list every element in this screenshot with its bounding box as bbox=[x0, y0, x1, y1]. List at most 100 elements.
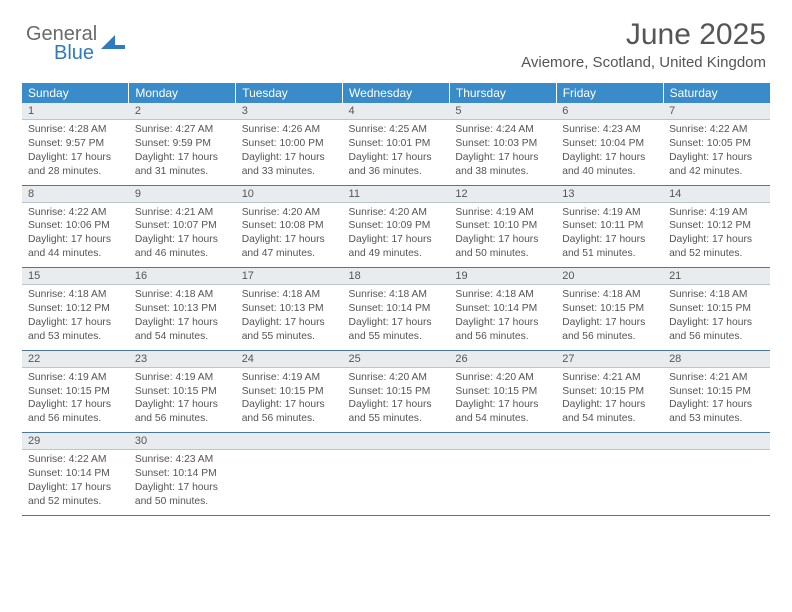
weekday-header: Monday bbox=[129, 83, 236, 103]
day-data-cell bbox=[236, 450, 343, 516]
day-number-row: 891011121314 bbox=[22, 185, 770, 202]
daylight-text: Daylight: 17 hours and 36 minutes. bbox=[349, 151, 444, 179]
day-data-cell: Sunrise: 4:20 AMSunset: 10:15 PMDaylight… bbox=[449, 367, 556, 433]
day-data-cell: Sunrise: 4:21 AMSunset: 10:15 PMDaylight… bbox=[556, 367, 663, 433]
day-number-row: 15161718192021 bbox=[22, 268, 770, 285]
sunset-text: Sunset: 10:10 PM bbox=[455, 219, 550, 233]
day-data-cell: Sunrise: 4:21 AMSunset: 10:15 PMDaylight… bbox=[663, 367, 770, 433]
sunrise-text: Sunrise: 4:22 AM bbox=[28, 206, 123, 220]
sunrise-text: Sunrise: 4:24 AM bbox=[455, 123, 550, 137]
day-data-cell: Sunrise: 4:25 AMSunset: 10:01 PMDaylight… bbox=[343, 120, 450, 186]
day-data-row: Sunrise: 4:28 AMSunset: 9:57 PMDaylight:… bbox=[22, 120, 770, 186]
daylight-text: Daylight: 17 hours and 44 minutes. bbox=[28, 233, 123, 261]
day-data-cell bbox=[663, 450, 770, 516]
day-number-cell: 16 bbox=[129, 268, 236, 285]
sunrise-text: Sunrise: 4:19 AM bbox=[562, 206, 657, 220]
sunrise-text: Sunrise: 4:18 AM bbox=[28, 288, 123, 302]
daylight-text: Daylight: 17 hours and 50 minutes. bbox=[135, 481, 230, 509]
weekday-header: Friday bbox=[556, 83, 663, 103]
day-number-row: 1234567 bbox=[22, 103, 770, 120]
day-data-cell: Sunrise: 4:22 AMSunset: 10:14 PMDaylight… bbox=[22, 450, 129, 516]
title-block: June 2025 Aviemore, Scotland, United Kin… bbox=[521, 18, 766, 71]
sunset-text: Sunset: 10:15 PM bbox=[242, 385, 337, 399]
sunrise-text: Sunrise: 4:21 AM bbox=[135, 206, 230, 220]
sunset-text: Sunset: 10:15 PM bbox=[28, 385, 123, 399]
day-number-cell: 4 bbox=[343, 103, 450, 120]
day-number-cell: 9 bbox=[129, 185, 236, 202]
daylight-text: Daylight: 17 hours and 33 minutes. bbox=[242, 151, 337, 179]
day-number-cell: 22 bbox=[22, 350, 129, 367]
daylight-text: Daylight: 17 hours and 54 minutes. bbox=[562, 398, 657, 426]
sunrise-text: Sunrise: 4:18 AM bbox=[669, 288, 764, 302]
day-number-cell: 7 bbox=[663, 103, 770, 120]
day-number-cell: 11 bbox=[343, 185, 450, 202]
sunset-text: Sunset: 10:07 PM bbox=[135, 219, 230, 233]
sunset-text: Sunset: 10:15 PM bbox=[562, 385, 657, 399]
sunrise-text: Sunrise: 4:20 AM bbox=[455, 371, 550, 385]
daylight-text: Daylight: 17 hours and 55 minutes. bbox=[349, 398, 444, 426]
sunrise-text: Sunrise: 4:20 AM bbox=[349, 371, 444, 385]
sunrise-text: Sunrise: 4:22 AM bbox=[669, 123, 764, 137]
day-number-cell: 25 bbox=[343, 350, 450, 367]
daylight-text: Daylight: 17 hours and 31 minutes. bbox=[135, 151, 230, 179]
brand-part2: Blue bbox=[54, 43, 97, 63]
sunset-text: Sunset: 9:59 PM bbox=[135, 137, 230, 151]
sunset-text: Sunset: 10:03 PM bbox=[455, 137, 550, 151]
day-data-cell: Sunrise: 4:18 AMSunset: 10:14 PMDaylight… bbox=[343, 285, 450, 351]
daylight-text: Daylight: 17 hours and 56 minutes. bbox=[669, 316, 764, 344]
day-data-cell: Sunrise: 4:19 AMSunset: 10:11 PMDaylight… bbox=[556, 202, 663, 268]
sunset-text: Sunset: 10:06 PM bbox=[28, 219, 123, 233]
day-data-cell: Sunrise: 4:18 AMSunset: 10:15 PMDaylight… bbox=[556, 285, 663, 351]
daylight-text: Daylight: 17 hours and 28 minutes. bbox=[28, 151, 123, 179]
sunset-text: Sunset: 10:13 PM bbox=[242, 302, 337, 316]
brand-mark-icon bbox=[101, 35, 125, 53]
day-data-cell: Sunrise: 4:20 AMSunset: 10:08 PMDaylight… bbox=[236, 202, 343, 268]
day-number-cell: 3 bbox=[236, 103, 343, 120]
day-data-cell: Sunrise: 4:19 AMSunset: 10:15 PMDaylight… bbox=[236, 367, 343, 433]
daylight-text: Daylight: 17 hours and 52 minutes. bbox=[669, 233, 764, 261]
day-number-row: 2930 bbox=[22, 433, 770, 450]
day-data-cell: Sunrise: 4:20 AMSunset: 10:09 PMDaylight… bbox=[343, 202, 450, 268]
sunset-text: Sunset: 10:15 PM bbox=[669, 302, 764, 316]
daylight-text: Daylight: 17 hours and 40 minutes. bbox=[562, 151, 657, 179]
day-data-cell: Sunrise: 4:27 AMSunset: 9:59 PMDaylight:… bbox=[129, 120, 236, 186]
day-number-cell bbox=[556, 433, 663, 450]
sunset-text: Sunset: 10:01 PM bbox=[349, 137, 444, 151]
daylight-text: Daylight: 17 hours and 53 minutes. bbox=[28, 316, 123, 344]
day-data-cell: Sunrise: 4:19 AMSunset: 10:15 PMDaylight… bbox=[22, 367, 129, 433]
sunrise-text: Sunrise: 4:19 AM bbox=[28, 371, 123, 385]
daylight-text: Daylight: 17 hours and 54 minutes. bbox=[135, 316, 230, 344]
sunset-text: Sunset: 10:13 PM bbox=[135, 302, 230, 316]
daylight-text: Daylight: 17 hours and 56 minutes. bbox=[242, 398, 337, 426]
sunrise-text: Sunrise: 4:19 AM bbox=[455, 206, 550, 220]
header: General Blue June 2025 Aviemore, Scotlan… bbox=[0, 0, 792, 75]
day-number-cell: 21 bbox=[663, 268, 770, 285]
sunrise-text: Sunrise: 4:21 AM bbox=[669, 371, 764, 385]
day-number-cell: 29 bbox=[22, 433, 129, 450]
month-title: June 2025 bbox=[521, 18, 766, 52]
weekday-header: Thursday bbox=[449, 83, 556, 103]
day-number-cell: 13 bbox=[556, 185, 663, 202]
weekday-header: Sunday bbox=[22, 83, 129, 103]
sunrise-text: Sunrise: 4:28 AM bbox=[28, 123, 123, 137]
day-number-cell: 27 bbox=[556, 350, 663, 367]
day-number-cell: 14 bbox=[663, 185, 770, 202]
sunrise-text: Sunrise: 4:20 AM bbox=[349, 206, 444, 220]
sunrise-text: Sunrise: 4:19 AM bbox=[669, 206, 764, 220]
day-number-cell: 6 bbox=[556, 103, 663, 120]
day-data-row: Sunrise: 4:19 AMSunset: 10:15 PMDaylight… bbox=[22, 367, 770, 433]
daylight-text: Daylight: 17 hours and 51 minutes. bbox=[562, 233, 657, 261]
weekday-header: Tuesday bbox=[236, 83, 343, 103]
sunrise-text: Sunrise: 4:19 AM bbox=[242, 371, 337, 385]
day-data-cell: Sunrise: 4:22 AMSunset: 10:05 PMDaylight… bbox=[663, 120, 770, 186]
day-number-cell: 5 bbox=[449, 103, 556, 120]
day-data-cell: Sunrise: 4:19 AMSunset: 10:10 PMDaylight… bbox=[449, 202, 556, 268]
daylight-text: Daylight: 17 hours and 38 minutes. bbox=[455, 151, 550, 179]
sunrise-text: Sunrise: 4:18 AM bbox=[455, 288, 550, 302]
day-number-cell bbox=[236, 433, 343, 450]
sunset-text: Sunset: 9:57 PM bbox=[28, 137, 123, 151]
daylight-text: Daylight: 17 hours and 56 minutes. bbox=[28, 398, 123, 426]
sunset-text: Sunset: 10:00 PM bbox=[242, 137, 337, 151]
sunset-text: Sunset: 10:14 PM bbox=[28, 467, 123, 481]
sunset-text: Sunset: 10:15 PM bbox=[562, 302, 657, 316]
